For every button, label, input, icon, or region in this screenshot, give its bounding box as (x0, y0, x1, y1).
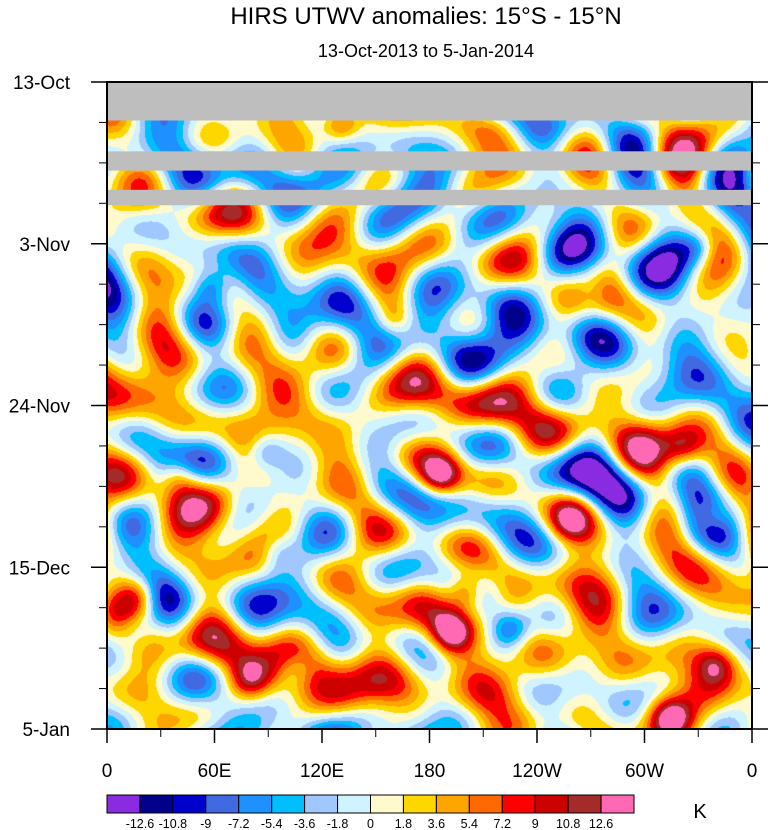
plot-area (106, 81, 753, 730)
colorbar-swatch (600, 794, 635, 814)
colorbar-label: -9 (200, 817, 211, 830)
colorbar-label: -3.6 (294, 817, 316, 830)
colorbar-label: 0 (367, 817, 374, 830)
y-tick-label: 3-Nov (19, 235, 70, 256)
colorbar-swatch (271, 794, 306, 814)
y-tick-label: 24-Nov (9, 397, 71, 418)
x-tick-label: 60W (625, 761, 664, 782)
y-tick-label: 13-Oct (13, 73, 71, 94)
missing-data-band (107, 151, 752, 171)
colorbar-swatch (501, 794, 536, 814)
x-axis: 0 60E 120E 180 120W 60W 0 (102, 729, 758, 782)
colorbar-label: -10.8 (159, 817, 188, 830)
y-tick-label: 5-Jan (22, 720, 70, 741)
colorbar-label: 10.8 (556, 817, 580, 830)
anomaly-heatmap (107, 82, 752, 729)
colorbar-swatch (238, 794, 273, 814)
x-tick-label: 0 (102, 761, 113, 782)
colorbar-swatch (435, 794, 470, 814)
x-tick-label: 120W (512, 761, 562, 782)
chart-subtitle: 13-Oct-2013 to 5-Jan-2014 (318, 41, 534, 61)
colorbar-swatch (139, 794, 174, 814)
y-tick-label: 15-Dec (9, 558, 70, 579)
colorbar-label: 3.6 (428, 817, 445, 830)
colorbar-swatch (468, 794, 503, 814)
colorbar-label: -5.4 (261, 817, 283, 830)
colorbar-swatch (337, 794, 371, 814)
missing-data-bands (107, 82, 752, 206)
x-tick-label: 60E (198, 761, 232, 782)
missing-data-band (107, 82, 752, 121)
colorbar-swatch (402, 794, 437, 814)
colorbar-swatch (172, 794, 207, 814)
x-tick-label: 0 (747, 761, 758, 782)
colorbar-label: -12.6 (126, 817, 155, 830)
colorbar: -12.6 -10.8 -9 -7.2 -5.4 -3.6 -1.8 0 1.8 3.6 5.4 7.… (106, 794, 635, 830)
colorbar-label: 12.6 (589, 817, 613, 830)
colorbar-swatch (567, 794, 602, 814)
x-tick-label: 120E (300, 761, 344, 782)
colorbar-label: 1.8 (395, 817, 412, 830)
missing-data-band (107, 189, 752, 206)
x-tick-label: 180 (414, 761, 446, 782)
colorbar-label: -1.8 (327, 817, 349, 830)
colorbar-label: 7.2 (494, 817, 511, 830)
colorbar-swatch (304, 794, 339, 814)
colorbar-label: 9 (532, 817, 539, 830)
colorbar-swatch (370, 794, 404, 814)
y-axis: 13-Oct 3-Nov 24-Nov 15-Dec 5-Jan (9, 73, 768, 741)
colorbar-label: -7.2 (228, 817, 250, 830)
colorbar-label: 5.4 (461, 817, 478, 830)
colorbar-swatch (534, 794, 569, 814)
colorbar-swatch (106, 794, 141, 814)
chart-title: HIRS UTWV anomalies: 15°S - 15°N (230, 3, 621, 30)
units-label: K (693, 801, 707, 823)
colorbar-swatch (205, 794, 240, 814)
